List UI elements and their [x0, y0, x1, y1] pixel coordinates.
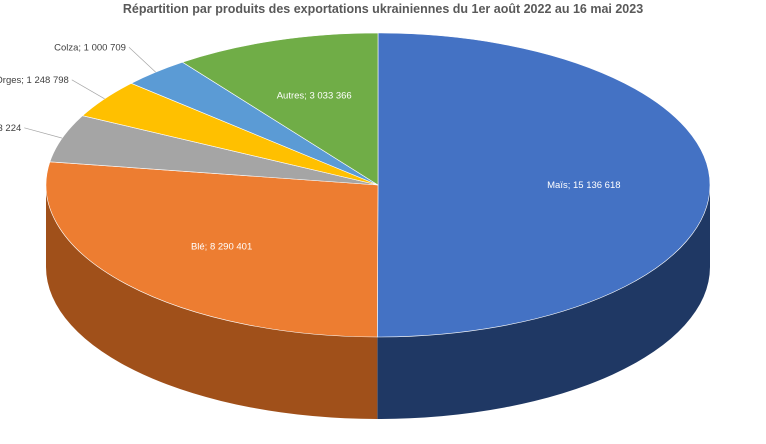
- pie-sides: [46, 185, 710, 419]
- leader-line-orges: [71, 79, 105, 100]
- data-label-autres: Autres; 3 033 366: [277, 90, 352, 101]
- data-label-ble: Blé; 8 290 401: [191, 241, 252, 252]
- pie-slice-autres: [181, 32, 379, 186]
- pie-side-mais: [377, 185, 710, 419]
- chart-title: Répartition par produits des exportation…: [122, 2, 644, 16]
- data-label-colza: Colza; 1 000 709: [54, 42, 126, 53]
- pie-slice-mais: [377, 32, 710, 338]
- pie-tops: [45, 32, 710, 338]
- data-label-huile-tournesol: Huile tournesol; 1 543 224: [0, 123, 21, 134]
- pie-side-ble: [46, 185, 378, 419]
- data-label-orges: Orges; 1 248 798: [0, 75, 69, 86]
- data-label-mais: Maïs; 15 136 618: [547, 180, 620, 191]
- pie-slice-ble: [45, 161, 379, 338]
- leader-line-colza: [128, 47, 156, 73]
- leader-line-huile-tournesol: [24, 127, 63, 139]
- pie-labels: Maïs; 15 136 618 Blé; 8 290 401 Huile tour…: [0, 42, 621, 252]
